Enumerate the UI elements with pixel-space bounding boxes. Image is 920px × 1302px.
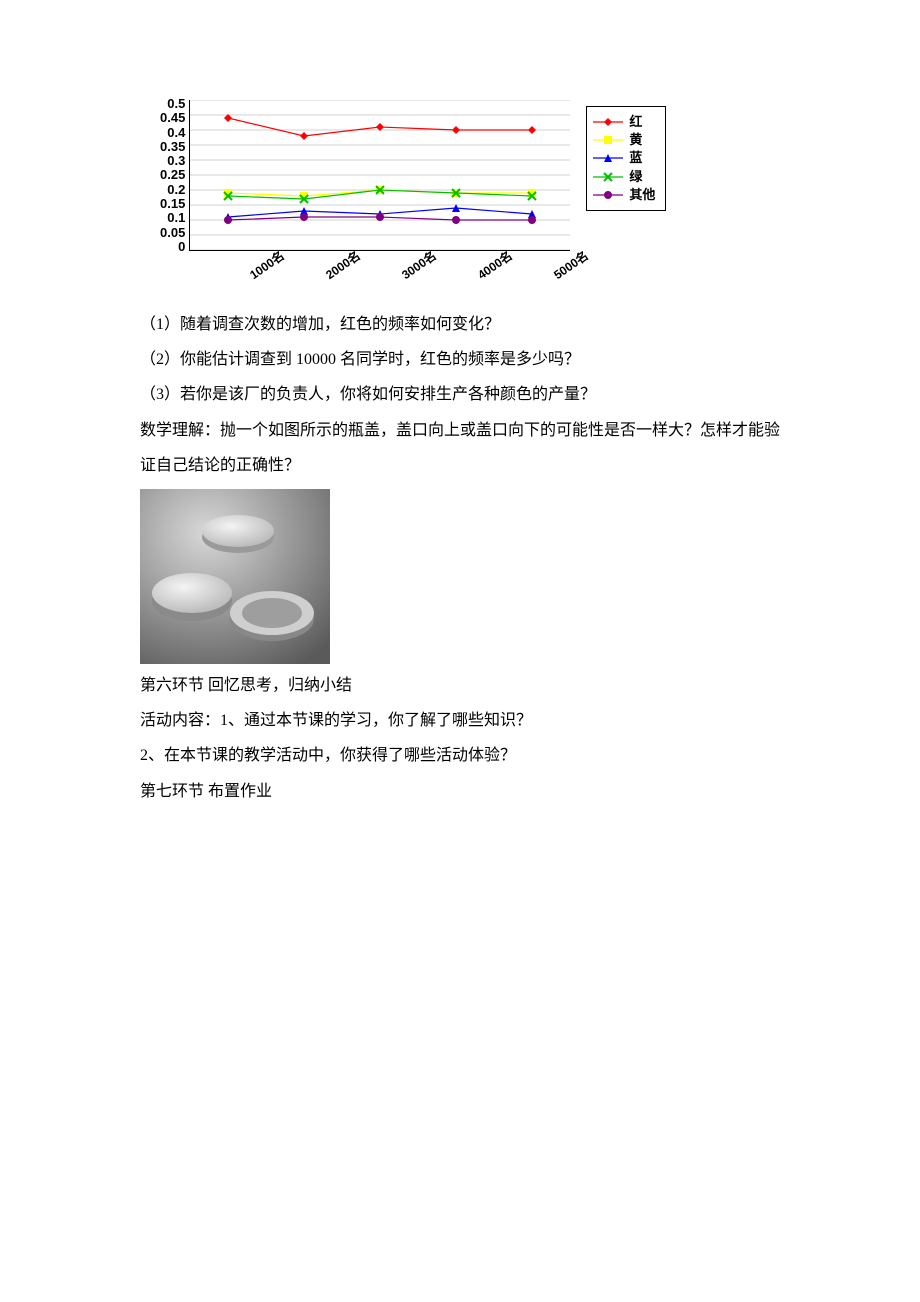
legend-item: 黄 [593, 131, 655, 149]
x-axis: 1000名2000名3000名4000名5000名 [200, 253, 580, 297]
y-tick-label: 0.05 [160, 226, 185, 239]
legend-item: 红 [593, 113, 655, 131]
y-tick-label: 0.2 [167, 183, 185, 196]
y-tick-label: 0.4 [167, 126, 185, 139]
section-6-line1: 活动内容：1、通过本节课的学习，你了解了哪些知识？ [140, 703, 780, 738]
y-tick-label: 0.3 [167, 154, 185, 167]
y-tick-label: 0.15 [160, 197, 185, 210]
question-4-line1: 数学理解：抛一个如图所示的瓶盖，盖口向上或盖口向下的可能性是否一样大？怎样才能验 [140, 413, 780, 448]
section-6-line2: 2、在本节课的教学活动中，你获得了哪些活动体验？ [140, 738, 780, 773]
x-tick-label: 3000名 [398, 247, 439, 283]
color-frequency-chart: 0.50.45 0.40.350.30.25 0.20.150.1 0.050 红黄蓝… [160, 100, 780, 297]
legend-label: 黄 [629, 131, 642, 149]
chart-plot-area [189, 100, 570, 251]
section-7-title: 第七环节 布置作业 [140, 774, 780, 809]
x-tick-label: 4000名 [474, 247, 515, 283]
legend-item: 绿 [593, 168, 655, 186]
y-tick-label: 0 [178, 240, 185, 253]
legend-label: 红 [629, 113, 642, 131]
y-tick-label: 0.25 [160, 168, 185, 181]
chart-legend: 红黄蓝绿其他 [586, 106, 666, 211]
legend-item: 其他 [593, 186, 655, 204]
bottle-caps-photo [140, 489, 330, 664]
legend-label: 其他 [629, 186, 655, 204]
x-tick-label: 5000名 [550, 247, 591, 283]
legend-label: 绿 [629, 168, 642, 186]
y-tick-label: 0.35 [160, 140, 185, 153]
question-4-line2: 证自己结论的正确性？ [140, 448, 780, 483]
x-tick-label: 1000名 [246, 247, 287, 283]
question-2: （2）你能估计调查到 10000 名同学时，红色的频率是多少吗？ [140, 342, 780, 377]
question-1: （1）随着调查次数的增加，红色的频率如何变化？ [140, 307, 780, 342]
x-tick-label: 2000名 [322, 247, 363, 283]
section-6-title: 第六环节 回忆思考，归纳小结 [140, 668, 780, 703]
y-tick-label: 0.1 [167, 211, 185, 224]
y-axis: 0.50.45 0.40.350.30.25 0.20.150.1 0.050 [160, 97, 189, 253]
y-tick-label: 0.45 [160, 111, 185, 124]
legend-item: 蓝 [593, 149, 655, 167]
y-tick-label: 0.5 [167, 97, 185, 110]
legend-label: 蓝 [629, 149, 642, 167]
question-3: （3）若你是该厂的负责人，你将如何安排生产各种颜色的产量？ [140, 377, 780, 412]
